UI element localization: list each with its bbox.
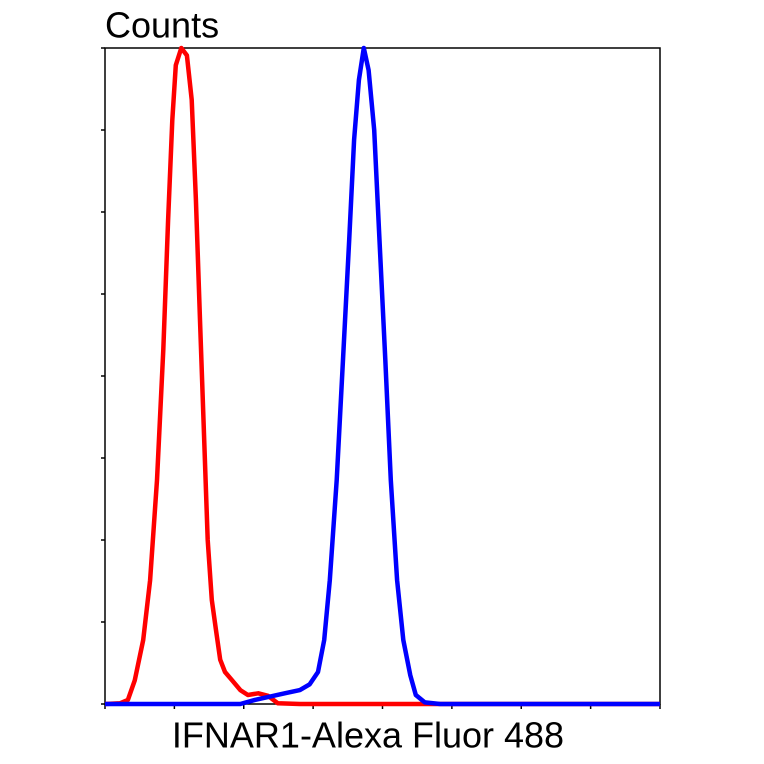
y-axis-label: Counts	[105, 5, 219, 46]
plot-frame	[104, 47, 661, 705]
histogram-line	[105, 45, 660, 707]
x-axis-label: IFNAR1-Alexa Fluor 488	[172, 715, 564, 756]
histogram-line	[104, 45, 660, 707]
